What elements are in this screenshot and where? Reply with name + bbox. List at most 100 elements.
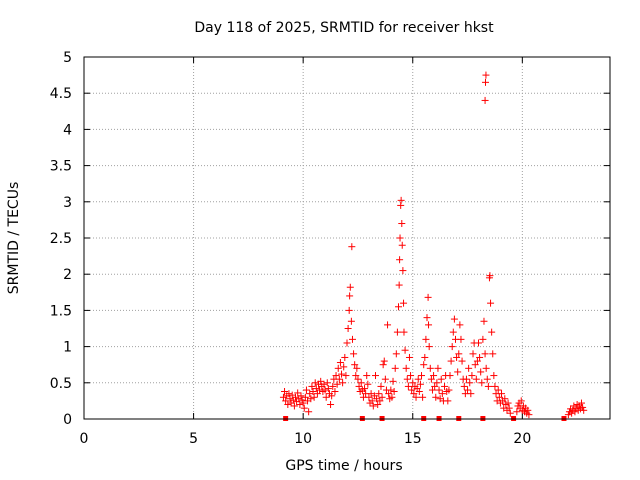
data-point bbox=[368, 397, 376, 405]
data-point bbox=[291, 393, 299, 401]
data-point bbox=[396, 234, 404, 242]
x-tick-label: 5 bbox=[189, 431, 198, 447]
data-point bbox=[469, 350, 477, 358]
data-point bbox=[525, 411, 533, 419]
data-point bbox=[298, 396, 306, 404]
data-point bbox=[348, 335, 356, 343]
data-point bbox=[578, 399, 586, 407]
data-point bbox=[305, 408, 313, 416]
data-point bbox=[504, 399, 512, 407]
data-point bbox=[412, 393, 420, 401]
data-point bbox=[374, 401, 382, 409]
data-point bbox=[506, 409, 514, 417]
data-point bbox=[418, 372, 426, 380]
data-point bbox=[580, 406, 588, 414]
data-point bbox=[441, 382, 449, 390]
data-point bbox=[384, 321, 392, 329]
data-point bbox=[354, 375, 362, 383]
data-point bbox=[344, 325, 352, 332]
data-point bbox=[379, 361, 387, 369]
data-point bbox=[488, 328, 496, 336]
data-point bbox=[313, 390, 321, 398]
data-point bbox=[481, 96, 489, 104]
data-point bbox=[468, 372, 476, 380]
x-tick-label: 20 bbox=[513, 431, 531, 447]
data-point bbox=[408, 386, 416, 394]
data-point bbox=[435, 386, 443, 394]
data-point bbox=[405, 353, 413, 361]
data-point bbox=[482, 78, 490, 86]
data-point bbox=[312, 385, 320, 393]
data-point bbox=[465, 364, 473, 372]
data-point bbox=[484, 382, 492, 390]
data-point bbox=[571, 408, 579, 416]
data-point bbox=[286, 395, 294, 403]
data-point bbox=[426, 364, 434, 372]
data-point bbox=[425, 321, 433, 329]
data-point bbox=[308, 382, 316, 390]
data-point bbox=[346, 283, 354, 291]
data-point bbox=[357, 379, 365, 387]
data-point bbox=[387, 386, 395, 394]
data-point bbox=[448, 343, 456, 351]
data-point bbox=[454, 368, 462, 376]
data-point bbox=[342, 372, 350, 380]
data-point bbox=[296, 401, 304, 409]
grid bbox=[84, 57, 610, 419]
data-point bbox=[410, 390, 418, 398]
data-point bbox=[317, 377, 325, 385]
data-point bbox=[475, 339, 482, 347]
data-point bbox=[369, 402, 377, 410]
data-point bbox=[460, 382, 468, 390]
data-points bbox=[279, 71, 588, 421]
y-tick-label: 4 bbox=[63, 122, 72, 138]
data-point bbox=[338, 370, 346, 378]
data-point bbox=[320, 380, 328, 388]
data-point bbox=[328, 392, 336, 400]
data-point bbox=[399, 267, 407, 275]
data-point bbox=[355, 382, 363, 390]
data-point bbox=[403, 375, 411, 383]
data-point bbox=[334, 364, 342, 372]
data-point bbox=[351, 361, 359, 369]
data-point bbox=[388, 393, 396, 401]
data-point bbox=[353, 364, 361, 372]
data-point bbox=[458, 357, 466, 365]
y-tick-label: 0 bbox=[63, 412, 72, 428]
data-point bbox=[395, 281, 403, 289]
data-point bbox=[302, 386, 310, 394]
data-point bbox=[279, 393, 287, 401]
data-point bbox=[491, 382, 499, 390]
data-point bbox=[282, 397, 290, 405]
data-point bbox=[347, 317, 355, 325]
data-point bbox=[284, 401, 292, 409]
data-point bbox=[464, 386, 472, 394]
data-point bbox=[401, 346, 409, 354]
axis-ticks: 0 0.5 1 1.5 2 2.5 3 3.5 4 4.5 5 0 5 10 15 20 bbox=[50, 50, 610, 447]
data-point bbox=[498, 390, 506, 398]
data-point bbox=[478, 379, 486, 387]
data-point bbox=[449, 328, 457, 336]
data-point bbox=[424, 293, 432, 301]
data-point bbox=[489, 350, 497, 358]
x-tick-label: 0 bbox=[80, 431, 89, 447]
data-point bbox=[564, 411, 572, 419]
data-point bbox=[352, 372, 360, 380]
data-point bbox=[378, 393, 386, 401]
data-point bbox=[444, 397, 452, 405]
data-point bbox=[345, 306, 353, 314]
data-point bbox=[404, 382, 412, 390]
data-point bbox=[421, 353, 429, 361]
data-point bbox=[446, 372, 454, 380]
data-point bbox=[340, 363, 348, 371]
y-tick-label: 4.5 bbox=[50, 86, 72, 102]
data-point bbox=[309, 387, 317, 395]
data-point bbox=[471, 361, 479, 369]
data-point bbox=[391, 364, 399, 372]
data-point bbox=[377, 382, 385, 390]
plot-frame bbox=[83, 56, 611, 420]
data-point bbox=[437, 375, 445, 383]
data-point bbox=[428, 386, 436, 394]
